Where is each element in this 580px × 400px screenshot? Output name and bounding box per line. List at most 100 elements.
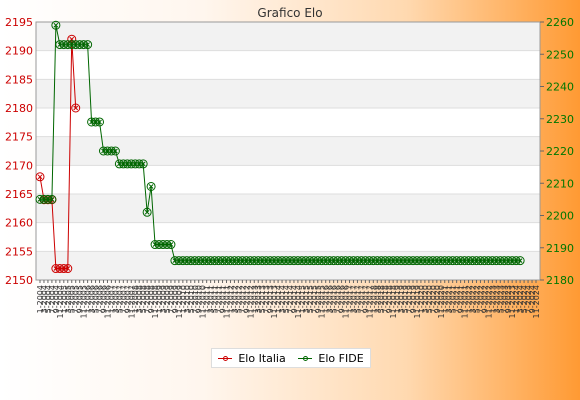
data-point-cross xyxy=(140,161,146,167)
x-tick-label: 5-2008 xyxy=(139,285,148,313)
x-tick-label: 9-2017 xyxy=(361,285,370,313)
x-tick-label: 1-2008 xyxy=(131,285,140,313)
x-tick-label: 5-2017 xyxy=(353,285,362,313)
x-tick-label: 1-2013 xyxy=(250,285,259,313)
x-tick-label: 7-2020 xyxy=(429,285,438,313)
grid-band xyxy=(36,194,540,223)
data-point-cross xyxy=(168,242,174,247)
data-point-cross xyxy=(85,42,90,47)
x-tick-label: 9-2012 xyxy=(242,285,251,313)
right-tick-label: 2250 xyxy=(546,48,574,61)
x-tick-label: 5-2016 xyxy=(330,285,339,313)
x-tick-label: 1-2020 xyxy=(417,285,426,313)
data-point-cross xyxy=(144,209,150,215)
x-tick-label: 1-2010 xyxy=(179,285,188,313)
left-axis: 2150 2155 2160 2165 2170 2175 2180 2185 2190 2195 xyxy=(5,16,33,287)
right-tick-label: 2220 xyxy=(546,145,574,158)
x-tick-label: 11-2007 xyxy=(127,285,136,318)
x-tick-label: 7-2015 xyxy=(310,285,319,313)
x-tick-label: 1-2009 xyxy=(155,285,164,313)
x-tick-label: 1-2024 xyxy=(512,285,521,313)
x-tick-label: 7-2005 xyxy=(72,285,81,313)
x-tick-label: 7-2013 xyxy=(262,285,271,313)
x-tick-label: 7-2008 xyxy=(143,285,152,313)
x-tick-label: 7-2010 xyxy=(191,285,200,313)
x-tick-label: 11-2024 xyxy=(532,285,541,318)
x-tick-label: 9-2023 xyxy=(504,285,513,313)
x-tick-label: 9-2015 xyxy=(314,285,323,313)
x-tick-label: 7-2023 xyxy=(500,285,509,313)
x-tick-label: 5-2009 xyxy=(163,285,172,313)
x-tick-label: 9-2024 xyxy=(528,285,537,313)
legend-swatch-italia xyxy=(218,355,233,361)
legend-label-fide: Elo FIDE xyxy=(318,351,364,365)
x-tick-label: 3-2022 xyxy=(469,285,478,313)
data-point xyxy=(138,159,148,169)
x-tick-label: 7-2024 xyxy=(524,285,533,313)
left-tick-label: 2160 xyxy=(5,217,33,230)
x-tick-label: 3-2020 xyxy=(421,285,430,313)
x-tick-label: 3-2012 xyxy=(230,285,239,313)
x-tick-label: 3-2008 xyxy=(135,285,144,313)
series-elo-fide xyxy=(35,20,525,266)
right-tick-label: 2240 xyxy=(546,81,574,94)
data-point-cross xyxy=(73,105,79,111)
x-tick-label: 9-2018 xyxy=(385,285,394,313)
x-tick-label: 1-2023 xyxy=(488,285,497,313)
data-point xyxy=(63,264,73,274)
x-tick-label: 3-2017 xyxy=(349,285,358,313)
right-tick-label: 2260 xyxy=(546,16,574,29)
x-tick-label: 1-2011 xyxy=(203,285,212,313)
x-tick-label: 3-2011 xyxy=(207,285,216,313)
chart-title: Grafico Elo xyxy=(257,6,322,20)
x-tick-label: 3-2004 xyxy=(40,285,49,313)
x-tick-label: 1-2017 xyxy=(346,285,355,313)
x-tick-label: 1-2019 xyxy=(393,285,402,313)
legend-label-italia: Elo Italia xyxy=(238,351,286,365)
x-tick-label: 3-2014 xyxy=(278,285,287,313)
x-axis: 1-20043-20045-20047-20049-200411-20041-2… xyxy=(36,280,541,318)
data-point xyxy=(95,117,105,127)
x-tick-label: 3-2005 xyxy=(64,285,73,313)
x-tick-label: 11-2021 xyxy=(461,285,470,318)
x-tick-label: 11-2019 xyxy=(413,285,422,318)
data-point xyxy=(35,172,45,182)
x-tick-label: 5-2007 xyxy=(115,285,124,313)
x-tick-label: 9-2008 xyxy=(147,285,156,313)
x-tick-label: 9-2009 xyxy=(171,285,180,313)
right-tick-label: 2200 xyxy=(546,210,574,223)
x-tick-label: 11-2012 xyxy=(246,285,255,318)
x-tick-label: 3-2006 xyxy=(88,285,97,313)
x-tick-label: 1-2007 xyxy=(107,285,116,313)
data-point-cross xyxy=(148,184,154,189)
right-tick-label: 2230 xyxy=(546,113,574,126)
x-tick-label: 1-2012 xyxy=(226,285,235,313)
left-tick-label: 2190 xyxy=(5,45,33,58)
x-tick-label: 1-2018 xyxy=(369,285,378,313)
x-tick-label: 3-2010 xyxy=(183,285,192,313)
plot-background xyxy=(36,22,540,280)
x-tick-label: 5-2019 xyxy=(401,285,410,313)
x-tick-label: 3-2024 xyxy=(516,285,525,313)
data-point xyxy=(515,256,525,266)
x-tick-label: 7-2018 xyxy=(381,285,390,313)
x-tick-label: 3-2023 xyxy=(492,285,501,313)
x-tick-label: 11-2011 xyxy=(222,285,231,318)
right-tick-label: 2190 xyxy=(546,242,574,255)
x-tick-label: 11-2010 xyxy=(199,285,208,318)
x-tick-label: 9-2021 xyxy=(457,285,466,313)
x-tick-label: 3-2015 xyxy=(302,285,311,313)
x-tick-label: 11-2013 xyxy=(270,285,279,318)
x-tick-label: 9-2014 xyxy=(290,285,299,313)
x-tick-label: 7-2016 xyxy=(334,285,343,313)
x-tick-label: 11-2014 xyxy=(294,285,303,318)
x-tick-label: 9-2006 xyxy=(99,285,108,313)
x-tick-label: 5-2022 xyxy=(472,285,481,313)
x-tick-label: 11-2020 xyxy=(437,285,446,318)
x-tick-label: 5-2015 xyxy=(306,285,315,313)
data-point-cross xyxy=(53,22,59,28)
x-tick-label: 3-2019 xyxy=(397,285,406,313)
x-tick-label: 1-2014 xyxy=(274,285,283,313)
x-tick-label: 5-2024 xyxy=(520,285,529,313)
